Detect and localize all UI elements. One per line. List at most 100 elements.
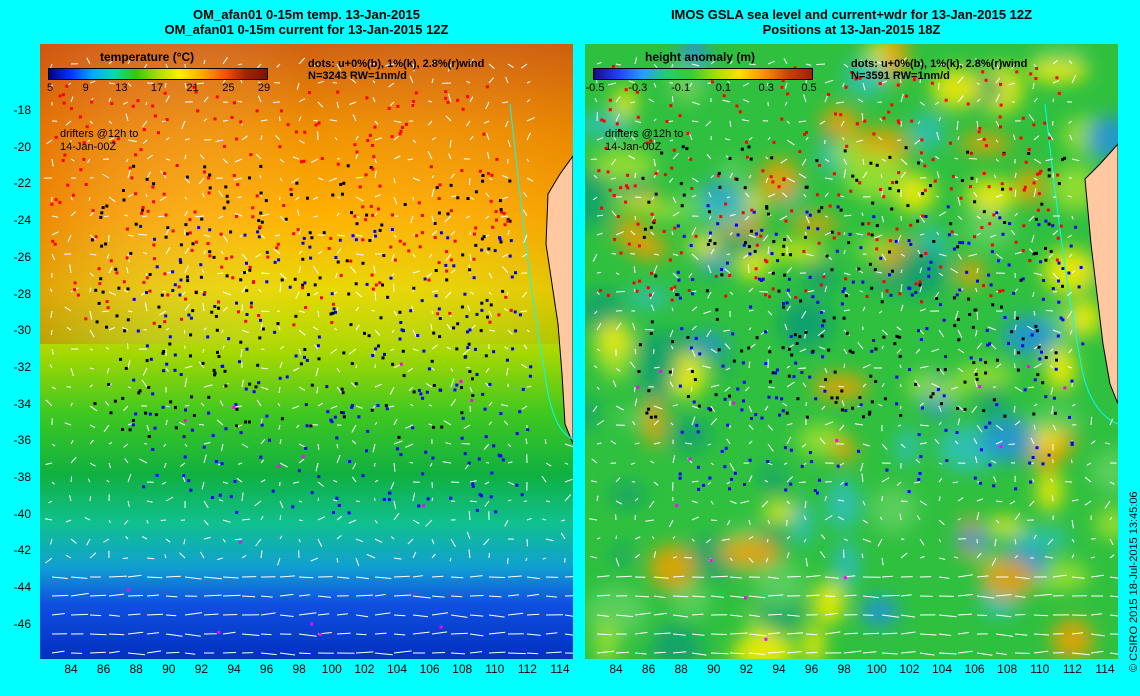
current-vector-arrow bbox=[390, 348, 395, 352]
drifter-dot bbox=[486, 315, 489, 319]
drifter-dot bbox=[982, 409, 986, 413]
drifter-dot bbox=[715, 308, 719, 312]
current-vector-arrow bbox=[1028, 114, 1035, 122]
drifter-dot bbox=[402, 242, 406, 246]
drifter-dot bbox=[184, 408, 187, 412]
longitude-axis-left: 84 86 88 90 92 94 96 98 100 102 104 106 108 110 112 114 bbox=[40, 662, 573, 678]
current-vector-arrow bbox=[821, 405, 826, 410]
current-vector-arrow bbox=[469, 196, 475, 201]
current-vector-arrow bbox=[412, 253, 416, 258]
drifter-dot bbox=[412, 390, 416, 394]
drifter-dot bbox=[976, 279, 979, 283]
drifter-dot bbox=[475, 312, 479, 316]
current-vector-arrow bbox=[689, 82, 693, 87]
current-vector-arrow bbox=[919, 215, 926, 223]
drifter-dot bbox=[165, 118, 169, 121]
drifter-dot bbox=[844, 482, 848, 486]
drifter-dot bbox=[950, 230, 954, 234]
drifter-dot bbox=[654, 415, 658, 419]
current-vector-arrow bbox=[407, 367, 414, 373]
drifter-dot bbox=[194, 240, 198, 244]
current-vector-arrow bbox=[313, 119, 319, 122]
current-vector-arrow bbox=[1033, 177, 1038, 181]
drifter-dot bbox=[409, 309, 413, 313]
current-vector-arrow bbox=[919, 500, 927, 506]
drifter-dot bbox=[208, 250, 212, 254]
drifter-dot bbox=[696, 430, 700, 434]
drifter-dot bbox=[1055, 258, 1059, 262]
drifter-dot bbox=[654, 172, 658, 176]
drifter-dot bbox=[369, 166, 373, 169]
drifter-dot bbox=[471, 482, 475, 486]
drifter-dot bbox=[466, 346, 470, 350]
drifter-dot bbox=[619, 186, 623, 190]
current-vector-arrow bbox=[919, 365, 929, 369]
current-vector-arrow bbox=[195, 215, 205, 218]
current-vector-arrow bbox=[804, 500, 807, 509]
drifter-dot bbox=[918, 283, 922, 287]
current-vector-arrow bbox=[445, 253, 452, 261]
current-vector-arrow bbox=[366, 553, 376, 559]
drifter-dot bbox=[1061, 158, 1064, 162]
current-vector-arrow bbox=[634, 57, 638, 65]
drifter-dot bbox=[786, 288, 790, 292]
current-vector-arrow bbox=[336, 515, 343, 521]
drifter-dot bbox=[1039, 260, 1043, 264]
current-vector-arrow bbox=[355, 538, 364, 543]
current-vector-arrow bbox=[89, 234, 97, 240]
current-vector-arrow bbox=[108, 266, 113, 274]
drifter-dot bbox=[174, 426, 178, 430]
current-vector-arrow bbox=[336, 454, 341, 464]
drifter-dot bbox=[793, 66, 797, 70]
current-vector-arrow bbox=[653, 595, 666, 599]
current-vector-arrow bbox=[488, 310, 493, 317]
current-vector-arrow bbox=[824, 215, 828, 218]
current-vector-arrow bbox=[1086, 462, 1092, 466]
drifter-dot bbox=[988, 421, 992, 425]
drifter-dot bbox=[505, 358, 509, 362]
drifter-dot bbox=[271, 489, 275, 493]
drifter-dot bbox=[875, 163, 879, 167]
drifter-dot bbox=[386, 295, 390, 299]
current-vector-arrow bbox=[745, 386, 750, 392]
current-vector-arrow bbox=[259, 174, 262, 179]
temperature-colorbar bbox=[48, 68, 268, 80]
drifter-dot bbox=[147, 386, 151, 389]
drifter-dot bbox=[138, 389, 142, 393]
current-vector-arrow bbox=[634, 196, 642, 198]
drifter-dot bbox=[341, 391, 345, 395]
drifter-dot bbox=[226, 200, 230, 204]
current-vector-arrow bbox=[856, 139, 864, 143]
current-vector-arrow bbox=[634, 120, 642, 124]
current-vector-arrow bbox=[70, 613, 89, 616]
current-vector-arrow bbox=[411, 305, 414, 312]
current-vector-arrow bbox=[564, 576, 573, 578]
current-vector-arrow bbox=[526, 158, 530, 163]
current-vector-arrow bbox=[203, 613, 219, 616]
drifter-dot bbox=[839, 113, 843, 117]
drifter-dot bbox=[808, 275, 812, 279]
current-vector-arrow bbox=[483, 443, 490, 451]
drifter-dot bbox=[495, 157, 499, 161]
drifter-dot bbox=[506, 219, 510, 223]
current-vector-arrow bbox=[334, 137, 338, 141]
drifter-dot bbox=[330, 420, 334, 424]
height-anomaly-colorbar-ticks: -0.5 -0.3 -0.1 0.1 0.3 0.5 bbox=[585, 82, 825, 94]
drifter-dot bbox=[182, 435, 186, 439]
drifter-dot bbox=[781, 346, 785, 350]
drifter-dot-stranded bbox=[732, 401, 736, 405]
current-vector-arrow bbox=[352, 114, 357, 122]
drifter-dot bbox=[692, 400, 696, 404]
current-vector-arrow bbox=[108, 519, 111, 524]
current-vector-arrow bbox=[391, 272, 395, 277]
current-vector-arrow bbox=[860, 59, 864, 65]
drifter-dot bbox=[514, 329, 518, 333]
drifter-dot bbox=[828, 204, 832, 208]
current-vector-arrow bbox=[521, 405, 528, 410]
current-vector-arrow bbox=[691, 595, 706, 598]
drifter-dot bbox=[956, 318, 960, 321]
drifter-dot bbox=[347, 292, 351, 296]
drifter-dot bbox=[1077, 285, 1081, 289]
current-vector-arrow bbox=[1109, 576, 1118, 579]
drifter-dot bbox=[109, 411, 113, 415]
